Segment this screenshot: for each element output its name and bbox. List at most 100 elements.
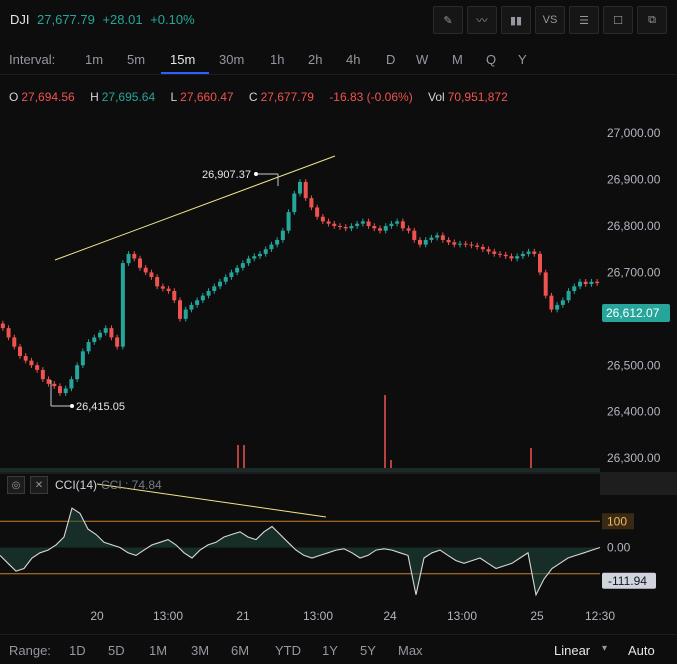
fullscreen-icon[interactable]: ☐	[603, 6, 633, 34]
cci-current-label: -111.94	[608, 574, 647, 588]
indicator-icon[interactable]: 〰	[467, 6, 497, 34]
symbol-name[interactable]: DJI	[10, 12, 30, 27]
cci-zero-label: 0.00	[607, 541, 631, 555]
volume-bar	[237, 445, 239, 472]
candle-body	[372, 226, 377, 229]
candle-body	[63, 388, 68, 394]
price-chart[interactable]: 27,000.00 26,900.00 26,800.00 26,700.00 26,5…	[0, 0, 677, 633]
pencil-icon[interactable]: ✎	[433, 6, 463, 34]
auto-scale-button[interactable]: Auto	[628, 643, 655, 658]
range-1y[interactable]: 1Y	[322, 643, 338, 658]
range-max[interactable]: Max	[398, 643, 423, 658]
close-icon[interactable]: ✕	[30, 476, 48, 494]
range-5y[interactable]: 5Y	[360, 643, 376, 658]
candle-body	[218, 281, 222, 287]
toolbar: ✎ 〰 ▮▮ VS ☰ ☐ ⧉	[429, 6, 667, 34]
range-ytd[interactable]: YTD	[275, 643, 301, 658]
volume-label: Vol	[428, 90, 445, 104]
candle-body	[406, 228, 411, 231]
candle-body	[418, 239, 422, 245]
cci-legend: ◎ ✕ CCI(14) CCI : 74.84	[7, 476, 162, 494]
candle-body	[280, 230, 285, 240]
interval-30m[interactable]: 30m	[219, 52, 245, 67]
candle-body	[566, 291, 571, 301]
candle-body	[589, 281, 594, 285]
candle-body	[423, 239, 428, 245]
candle-body	[195, 300, 200, 305]
candle-body	[326, 221, 331, 224]
candle-body	[149, 272, 154, 278]
quote-summary: 27,677.79 +28.01 +0.10%	[37, 12, 199, 27]
interval-d[interactable]: D	[386, 52, 396, 67]
candle-body	[383, 226, 388, 231]
candle-body	[240, 263, 245, 268]
volume-bar	[530, 448, 532, 472]
compare-icon[interactable]: VS	[535, 6, 565, 34]
range-3m[interactable]: 3M	[191, 643, 210, 658]
candle-body	[378, 228, 382, 231]
range-6m[interactable]: 6M	[231, 643, 250, 658]
candle-body	[0, 323, 5, 329]
candle-body	[29, 360, 34, 366]
candle-body	[35, 365, 40, 370]
interval-m[interactable]: M	[452, 52, 463, 67]
high-annotation: 26,907.37	[202, 169, 251, 181]
chevron-down-icon[interactable]: ▾	[602, 643, 608, 654]
interval-w[interactable]: W	[416, 52, 429, 67]
candle-body	[583, 281, 588, 285]
candle-body	[263, 249, 268, 254]
candle-body	[395, 221, 400, 224]
price-tick-label: 26,700.00	[607, 265, 661, 279]
price-tick-label: 26,800.00	[607, 219, 661, 233]
candle-body	[155, 277, 160, 287]
candle-body	[103, 328, 108, 333]
candle-body	[355, 223, 360, 227]
interval-4h[interactable]: 4h	[346, 52, 361, 67]
candle-body	[166, 288, 171, 291]
eye-icon[interactable]: ◎	[7, 476, 25, 494]
cci-line	[0, 507, 601, 597]
candle-body	[178, 300, 182, 319]
high-value: 27,695.64	[101, 90, 156, 104]
interval-15m[interactable]: 15m	[170, 52, 196, 67]
range-5d[interactable]: 5D	[108, 643, 125, 658]
candle-body	[223, 277, 228, 282]
high-label: H	[90, 90, 99, 104]
copy-icon[interactable]: ⧉	[637, 6, 667, 34]
scale-linear-button[interactable]: Linear	[554, 643, 591, 658]
settings-sliders-icon[interactable]: ☰	[569, 6, 599, 34]
candle-body	[578, 281, 582, 287]
cci-value: CCI : 74.84	[101, 478, 162, 492]
time-tick-label: 25	[530, 609, 544, 623]
time-tick-label: 21	[236, 609, 250, 623]
candle-body	[86, 342, 91, 352]
candle-body	[6, 328, 11, 338]
candle-body	[549, 295, 554, 310]
interval-q[interactable]: Q	[486, 52, 497, 67]
interval-1h[interactable]: 1h	[270, 52, 285, 67]
candle-body	[229, 272, 234, 278]
interval-5m[interactable]: 5m	[127, 52, 146, 67]
candle-body	[309, 198, 314, 208]
candle-body	[109, 328, 114, 338]
open-value: 27,694.56	[21, 90, 75, 104]
candle-body	[469, 244, 474, 246]
range-1d[interactable]: 1D	[69, 643, 86, 658]
candles-icon[interactable]: ▮▮	[501, 6, 531, 34]
candle-body	[235, 267, 240, 273]
candle-body	[475, 245, 480, 247]
cci-title: CCI(14)	[55, 478, 98, 492]
candle-body	[40, 369, 45, 380]
time-tick-label: 24	[383, 609, 397, 623]
interval-2h[interactable]: 2h	[308, 52, 323, 67]
range-1m[interactable]: 1M	[149, 643, 168, 658]
interval-1m[interactable]: 1m	[85, 52, 104, 67]
candle-body	[120, 263, 125, 347]
interval-y[interactable]: Y	[518, 52, 527, 67]
volume-bar	[384, 395, 386, 472]
candle-body	[303, 181, 308, 199]
candle-body	[503, 254, 508, 257]
candle-body	[452, 242, 457, 245]
time-tick-label: 13:00	[447, 609, 477, 623]
price-tick-label: 26,300.00	[607, 451, 661, 465]
